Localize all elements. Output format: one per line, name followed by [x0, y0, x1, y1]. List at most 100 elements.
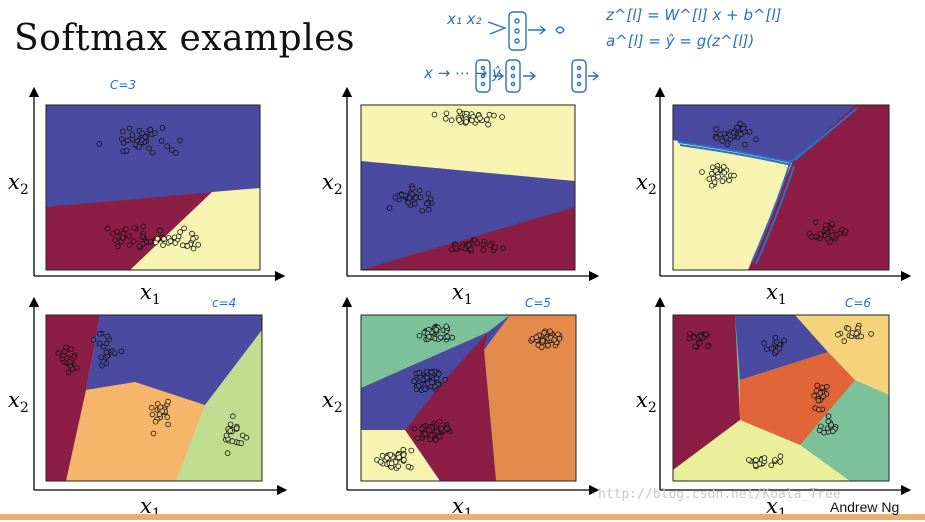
- scatter-point: [696, 340, 703, 347]
- slide-title: Softmax examples: [14, 18, 356, 59]
- scatter-point: [189, 230, 195, 237]
- scatter-point: [398, 191, 405, 198]
- scatter-point: [139, 137, 145, 144]
- scatter-point: [772, 334, 779, 341]
- scatter-point: [104, 225, 111, 232]
- region-light-orange: [795, 315, 889, 395]
- scatter-point: [412, 195, 419, 201]
- scatter-point: [126, 242, 133, 248]
- scatter-point: [119, 136, 125, 142]
- scatter-point: [858, 333, 864, 340]
- panel-2-points: [386, 108, 506, 255]
- scatter-point: [422, 431, 429, 437]
- scatter-point: [753, 457, 759, 463]
- scatter-point: [112, 237, 118, 244]
- scatter-point: [821, 429, 827, 436]
- scatter-point: [152, 130, 158, 136]
- scatter-point: [63, 344, 69, 351]
- scatter-point: [708, 182, 715, 189]
- scatter-point: [190, 245, 197, 252]
- scatter-point: [463, 119, 470, 125]
- region-green: [361, 315, 510, 388]
- panel-3-ylabel: x2: [636, 170, 657, 199]
- scatter-point: [480, 247, 487, 253]
- scatter-point: [68, 346, 74, 353]
- scatter-point: [449, 334, 456, 341]
- panel-1: [28, 86, 286, 282]
- scatter-point: [484, 116, 490, 123]
- scatter-point: [724, 141, 731, 148]
- scatter-point: [396, 454, 402, 461]
- scatter-point: [416, 369, 423, 376]
- scatter-point: [697, 333, 704, 340]
- scatter-point: [491, 112, 497, 119]
- scatter-point: [158, 138, 165, 144]
- scatter-point: [417, 194, 424, 201]
- scatter-point: [104, 333, 111, 340]
- scatter-point: [456, 117, 462, 123]
- scatter-point: [547, 328, 553, 335]
- scatter-point: [377, 459, 384, 465]
- scatter-point: [533, 334, 540, 340]
- scatter-point: [737, 120, 743, 127]
- scatter-point: [126, 233, 133, 240]
- scatter-point: [814, 382, 821, 389]
- scatter-point: [811, 392, 817, 399]
- scatter-point: [721, 170, 728, 176]
- annotation-equation-1: z^[l] = W^[l] x + b^[l]: [606, 6, 782, 24]
- scatter-point: [726, 177, 732, 184]
- scatter-point: [395, 463, 402, 470]
- panel-3-xlabel: x1: [766, 280, 787, 309]
- scatter-point: [159, 125, 166, 131]
- scatter-point: [103, 340, 110, 347]
- scatter-point: [699, 169, 705, 175]
- scatter-point: [409, 191, 415, 197]
- scatter-point: [713, 135, 720, 141]
- scatter-point: [704, 343, 711, 350]
- scatter-point: [709, 164, 716, 171]
- scatter-point: [443, 323, 450, 330]
- scatter-point: [230, 413, 236, 420]
- watermark: http://blog.csdn.net/Koala_Tree: [598, 487, 841, 502]
- panel-1-frame: [45, 104, 261, 271]
- scatter-point: [405, 200, 412, 206]
- scatter-point: [868, 331, 874, 337]
- scatter-point: [444, 333, 451, 340]
- scatter-point: [150, 430, 157, 437]
- scatter-point: [405, 463, 412, 470]
- scatter-point: [717, 131, 724, 138]
- panel-2-frame: [360, 104, 576, 271]
- region-red: [361, 207, 575, 270]
- scatter-point: [415, 435, 421, 442]
- scatter-point: [96, 330, 103, 337]
- scatter-point: [829, 232, 836, 238]
- scatter-point: [123, 226, 129, 233]
- scatter-point: [239, 432, 246, 439]
- scatter-point: [422, 386, 429, 392]
- scatter-point: [835, 331, 841, 338]
- panel-1-points: [96, 125, 202, 252]
- scatter-point: [140, 223, 147, 230]
- scatter-point: [823, 222, 829, 229]
- scatter-point: [486, 111, 493, 118]
- panel-6-frame: [672, 314, 890, 482]
- scatter-point: [67, 359, 73, 365]
- scatter-point: [129, 132, 136, 138]
- panel-6: [654, 296, 912, 496]
- scatter-point: [719, 138, 725, 144]
- panel-4-ylabel: x2: [8, 388, 29, 417]
- scatter-point: [411, 378, 417, 385]
- scatter-point: [115, 243, 121, 250]
- scatter-point: [90, 337, 97, 343]
- scatter-point: [103, 349, 110, 356]
- scatter-point: [706, 176, 713, 182]
- panel-1-ylabel: x2: [8, 170, 29, 199]
- scatter-point: [777, 453, 784, 460]
- scatter-point: [177, 229, 183, 235]
- annotation-equation-2: a^[l] = ŷ = g(z^[l]): [606, 32, 755, 50]
- scatter-point: [184, 243, 191, 249]
- scatter-point: [815, 406, 822, 413]
- panel-4-regions: [46, 315, 262, 481]
- annotation-c5: C=5: [525, 296, 552, 310]
- scatter-point: [825, 418, 831, 425]
